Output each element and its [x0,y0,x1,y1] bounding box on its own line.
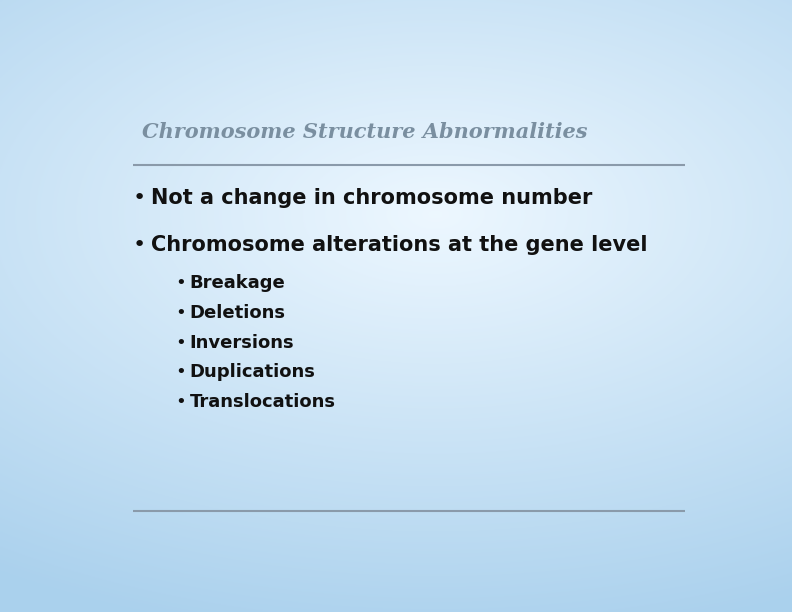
Text: •: • [176,274,186,292]
Text: Chromosome Structure Abnormalities: Chromosome Structure Abnormalities [142,122,588,143]
Text: •: • [176,304,186,322]
Text: Deletions: Deletions [190,304,286,322]
Text: •: • [176,393,186,411]
Text: Not a change in chromosome number: Not a change in chromosome number [151,188,592,208]
Text: Inversions: Inversions [190,334,295,351]
Text: Breakage: Breakage [190,274,286,292]
Text: Translocations: Translocations [190,393,336,411]
Text: •: • [176,334,186,351]
Text: •: • [133,236,146,255]
Text: Duplications: Duplications [190,363,316,381]
Text: Chromosome alterations at the gene level: Chromosome alterations at the gene level [151,236,648,255]
Text: •: • [176,363,186,381]
Text: •: • [133,188,146,208]
